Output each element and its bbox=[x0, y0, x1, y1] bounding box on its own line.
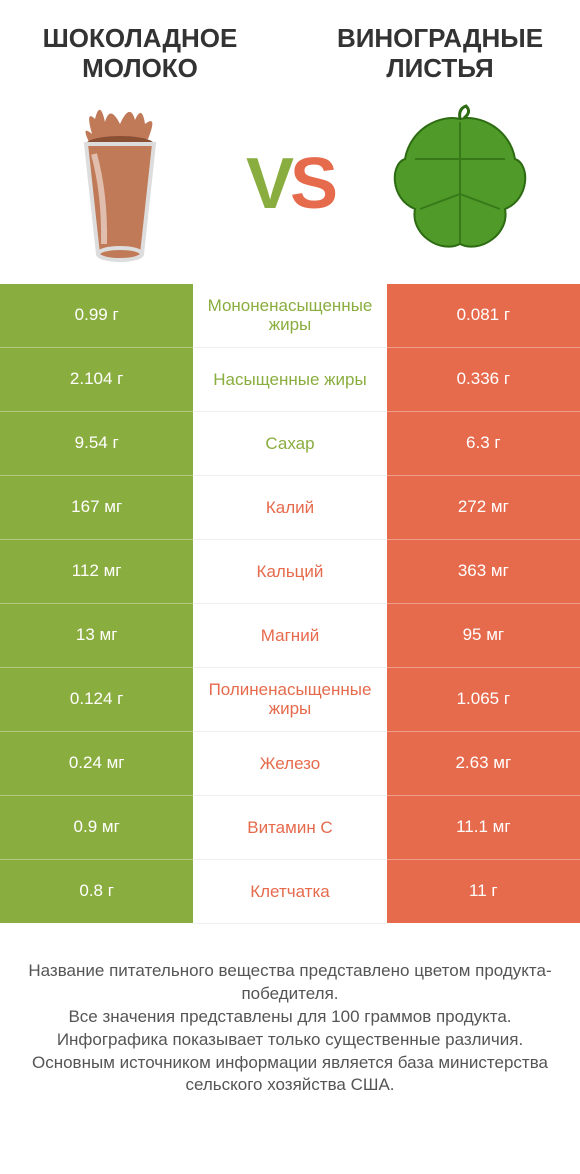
right-value: 272 мг bbox=[387, 475, 580, 539]
right-value: 1.065 г bbox=[387, 667, 580, 731]
left-value: 0.8 г bbox=[0, 859, 193, 923]
left-value: 167 мг bbox=[0, 475, 193, 539]
nutrient-label: Магний bbox=[193, 603, 386, 667]
right-value: 0.081 г bbox=[387, 284, 580, 348]
nutrient-label: Калий bbox=[193, 475, 386, 539]
table-row: 0.99 гМононенасыщенные жиры0.081 г bbox=[0, 284, 580, 348]
table-row: 0.124 гПолиненасыщенные жиры1.065 г bbox=[0, 667, 580, 731]
left-value: 0.124 г bbox=[0, 667, 193, 731]
table-row: 0.9 мгВитамин C11.1 мг bbox=[0, 795, 580, 859]
chocolate-milk-icon bbox=[40, 104, 200, 264]
product-left-title: ШОКОЛАДНОЕ МОЛОКО bbox=[20, 24, 260, 84]
header: ШОКОЛАДНОЕ МОЛОКО ВИНОГРАДНЫЕ ЛИСТЬЯ bbox=[0, 0, 580, 94]
nutrient-label: Витамин C bbox=[193, 795, 386, 859]
right-value: 363 мг bbox=[387, 539, 580, 603]
footer-line: Название питательного вещества представл… bbox=[24, 960, 556, 1006]
table-row: 9.54 гСахар6.3 г bbox=[0, 411, 580, 475]
right-value: 2.63 мг bbox=[387, 731, 580, 795]
table-row: 0.24 мгЖелезо2.63 мг bbox=[0, 731, 580, 795]
table-row: 13 мгМагний95 мг bbox=[0, 603, 580, 667]
right-value: 95 мг bbox=[387, 603, 580, 667]
right-value: 11.1 мг bbox=[387, 795, 580, 859]
nutrient-label: Железо bbox=[193, 731, 386, 795]
nutrient-label: Сахар bbox=[193, 411, 386, 475]
infographic: ШОКОЛАДНОЕ МОЛОКО ВИНОГРАДНЫЕ ЛИСТЬЯ VS bbox=[0, 0, 580, 1127]
nutrient-label: Полиненасыщенные жиры bbox=[193, 667, 386, 731]
footer-line: Все значения представлены для 100 граммо… bbox=[24, 1006, 556, 1029]
left-value: 0.24 мг bbox=[0, 731, 193, 795]
left-value: 9.54 г bbox=[0, 411, 193, 475]
comparison-table: 0.99 гМононенасыщенные жиры0.081 г2.104 … bbox=[0, 284, 580, 924]
table-row: 167 мгКалий272 мг bbox=[0, 475, 580, 539]
nutrient-label: Мононенасыщенные жиры bbox=[193, 284, 386, 348]
grape-leaf-icon bbox=[380, 104, 540, 264]
left-value: 2.104 г bbox=[0, 347, 193, 411]
table-row: 0.8 гКлетчатка11 г bbox=[0, 859, 580, 923]
right-value: 11 г bbox=[387, 859, 580, 923]
left-value: 112 мг bbox=[0, 539, 193, 603]
footer-line: Основным источником информации является … bbox=[24, 1052, 556, 1098]
left-value: 13 мг bbox=[0, 603, 193, 667]
nutrient-label: Насыщенные жиры bbox=[193, 347, 386, 411]
hero-row: VS bbox=[0, 94, 580, 284]
footer-notes: Название питательного вещества представл… bbox=[0, 924, 580, 1098]
left-value: 0.99 г bbox=[0, 284, 193, 348]
nutrient-label: Клетчатка bbox=[193, 859, 386, 923]
vs-label: VS bbox=[246, 143, 334, 225]
table-row: 2.104 гНасыщенные жиры0.336 г bbox=[0, 347, 580, 411]
left-value: 0.9 мг bbox=[0, 795, 193, 859]
product-right-title: ВИНОГРАДНЫЕ ЛИСТЬЯ bbox=[320, 24, 560, 84]
footer-line: Инфографика показывает только существенн… bbox=[24, 1029, 556, 1052]
nutrient-label: Кальций bbox=[193, 539, 386, 603]
table-row: 112 мгКальций363 мг bbox=[0, 539, 580, 603]
right-value: 6.3 г bbox=[387, 411, 580, 475]
right-value: 0.336 г bbox=[387, 347, 580, 411]
